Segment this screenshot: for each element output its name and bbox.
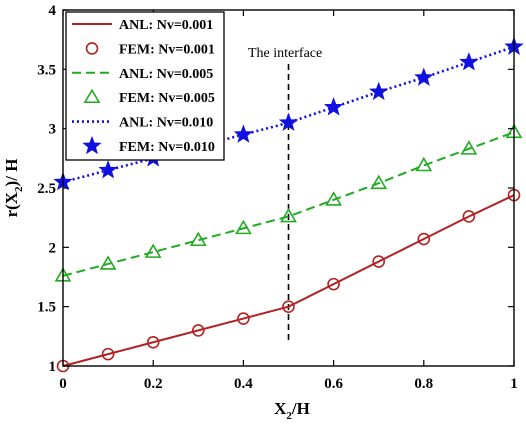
series-4 [54, 123, 523, 282]
data-point [414, 67, 434, 86]
legend-entry: FEM: Nv=0.010 [82, 135, 215, 155]
x-tick-label: 1 [510, 376, 518, 392]
data-point [462, 210, 476, 223]
y-tick-label: 2 [49, 240, 57, 256]
data-point [235, 219, 252, 235]
data-point [98, 160, 118, 179]
y-axis-label: r(X2)/ H [2, 159, 25, 218]
series-3 [62, 131, 515, 277]
data-point [417, 232, 431, 246]
data-point [282, 300, 295, 313]
y-tick-label: 1 [49, 359, 57, 375]
data-point [323, 97, 344, 116]
data-point [370, 174, 388, 190]
data-point [280, 207, 297, 223]
data-point [101, 347, 115, 361]
x-axis-label: X2/H [274, 399, 310, 422]
axes: 0 0.2 0.4 0.6 0.8 1 1 1.5 2 2.5 3 3.5 4 [37, 3, 518, 392]
data-point [144, 243, 162, 258]
legend-label: FEM: Nv=0.001 [119, 42, 215, 57]
data-point [327, 277, 340, 291]
legend-entry: ANL: Nv=0.001 [72, 18, 213, 33]
data-point [192, 324, 205, 337]
legend-box [65, 11, 225, 161]
data-point [233, 124, 254, 143]
legend-marker-swatch [85, 42, 99, 55]
legend-entry: ANL: Nv=0.005 [72, 67, 213, 82]
data-point [146, 335, 160, 349]
legend-marker-swatch [82, 135, 102, 155]
series-line [62, 194, 515, 367]
legend-entry: ANL: Nv=0.010 [72, 116, 213, 131]
y-tick-label: 1.5 [37, 300, 56, 316]
series-line [62, 45, 515, 184]
legend-marker-swatch [83, 88, 101, 104]
x-tick-label: 0.2 [144, 376, 163, 392]
x-tick-label: 0 [59, 376, 67, 392]
y-tick-label: 2.5 [37, 181, 56, 197]
data-point [415, 156, 433, 172]
legend-entry: FEM: Nv=0.001 [85, 42, 215, 57]
interface-annotation: The interface [248, 46, 322, 61]
y-tick-label: 3 [49, 122, 57, 138]
series-5 [62, 45, 515, 184]
y-tick-label: 4 [49, 3, 57, 19]
legend-label: ANL: Nv=0.010 [119, 116, 213, 131]
data-point [460, 140, 478, 155]
x-tick-label: 0.4 [234, 376, 253, 392]
data-point [237, 312, 250, 325]
x-tick-label: 0.6 [324, 376, 343, 392]
legend-label: ANL: Nv=0.005 [119, 67, 213, 82]
series-2 [56, 188, 521, 373]
data-point [189, 231, 207, 247]
legend: ANL: Nv=0.001 FEM: Nv=0.001 ANL: Nv=0.005 F… [65, 11, 225, 161]
data-point [325, 191, 342, 206]
data-point [459, 52, 479, 71]
series-1 [62, 194, 515, 367]
x-tick-label: 0.8 [414, 376, 433, 392]
data-point [99, 255, 117, 270]
data-point [372, 255, 386, 268]
data-point [369, 81, 389, 101]
data-point [278, 112, 299, 131]
legend-label: FEM: Nv=0.005 [119, 91, 215, 106]
legend-entry: FEM: Nv=0.005 [83, 88, 215, 106]
y-tick-label: 3.5 [37, 62, 56, 78]
series-line [62, 131, 515, 277]
plot-area [53, 36, 524, 373]
legend-label: ANL: Nv=0.001 [119, 18, 213, 33]
legend-label: FEM: Nv=0.010 [119, 140, 215, 155]
